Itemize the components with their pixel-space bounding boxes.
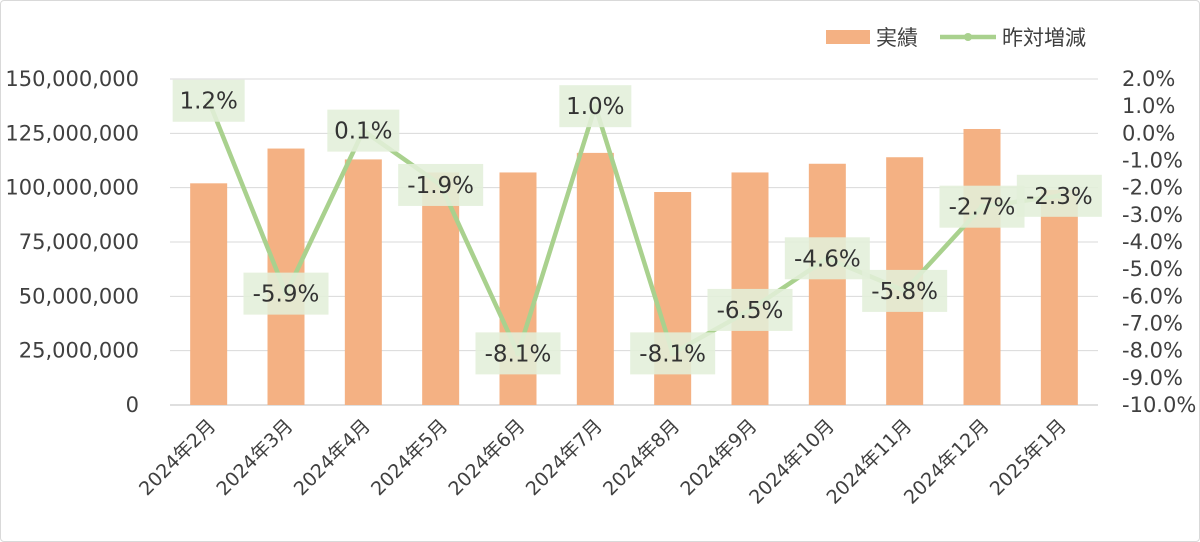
legend-label-bar: 実績 — [876, 26, 918, 50]
y-right-tick-label: 0.0% — [1122, 121, 1175, 145]
y-right-tick-label: -10.0% — [1122, 393, 1196, 417]
data-label: -5.8% — [871, 279, 938, 305]
data-label-box — [630, 332, 716, 375]
y-axis-right: 2.0% 1.0% 0.0% -1.0% -2.0% -3.0% -4.0% -5.0% -6.… — [1122, 67, 1196, 417]
data-label-box — [475, 332, 561, 375]
data-label-box — [707, 288, 793, 331]
y-right-tick-label: -6.0% — [1122, 284, 1183, 308]
data-label: -2.7% — [949, 195, 1016, 221]
data-label-box — [559, 85, 632, 128]
y-right-tick-label: -5.0% — [1122, 257, 1183, 281]
y-right-tick-label: -2.0% — [1122, 176, 1183, 200]
y-left-tick-label: 0 — [126, 393, 139, 417]
data-label: -8.1% — [639, 341, 706, 367]
data-label: -8.1% — [485, 341, 552, 367]
data-label-box — [243, 272, 329, 315]
data-label: -1.9% — [407, 173, 474, 199]
data-label-box — [327, 109, 400, 152]
bar — [422, 172, 460, 405]
legend-swatch-marker — [964, 33, 972, 41]
y-left-tick-label: 150,000,000 — [5, 67, 139, 91]
x-tick-label: 2024年8月 — [599, 415, 684, 500]
bar — [731, 172, 769, 405]
y-left-tick-label: 75,000,000 — [19, 230, 139, 254]
legend: 実績 昨対増減 — [826, 26, 1086, 50]
x-tick-label: 2024年7月 — [522, 415, 607, 500]
data-label-box — [398, 163, 484, 206]
y-left-tick-label: 25,000,000 — [19, 339, 139, 363]
y-right-tick-label: 1.0% — [1122, 94, 1175, 118]
y-right-tick-label: 2.0% — [1122, 67, 1175, 91]
data-label: -5.9% — [253, 282, 320, 308]
legend-swatch-bar — [826, 30, 870, 44]
data-label-box — [862, 269, 948, 312]
data-label: 1.2% — [179, 89, 237, 115]
bar — [1040, 189, 1078, 405]
data-label-box — [784, 237, 870, 280]
data-label: -6.5% — [717, 298, 784, 324]
bar — [808, 163, 846, 405]
data-label-box — [1016, 174, 1102, 217]
data-label-box — [939, 185, 1025, 228]
x-tick-label: 2024年6月 — [444, 415, 529, 500]
bar — [576, 152, 614, 405]
x-tick-label: 2024年3月 — [212, 415, 297, 500]
y-right-tick-label: -4.0% — [1122, 230, 1183, 254]
y-left-tick-label: 100,000,000 — [5, 176, 139, 200]
x-tick-label: 2024年9月 — [676, 415, 761, 500]
x-tick-label: 2024年4月 — [290, 415, 375, 500]
y-right-tick-label: -1.0% — [1122, 149, 1183, 173]
bar — [344, 159, 382, 405]
data-label-box — [172, 79, 245, 122]
x-tick-label: 2025年1月 — [986, 415, 1071, 500]
y-axis-left: 0 25,000,000 50,000,000 75,000,000 100,000,0… — [5, 67, 139, 417]
y-right-tick-label: -8.0% — [1122, 339, 1183, 363]
gridlines — [170, 78, 1098, 406]
y-right-tick-label: -9.0% — [1122, 366, 1183, 390]
y-left-tick-label: 125,000,000 — [5, 121, 139, 145]
data-label: -4.6% — [794, 246, 861, 272]
legend-label-line: 昨対増減 — [1002, 26, 1086, 50]
bar — [963, 128, 1001, 405]
y-right-tick-label: -3.0% — [1122, 203, 1183, 227]
data-label: 1.0% — [566, 94, 624, 120]
y-left-tick-label: 50,000,000 — [19, 284, 139, 308]
data-labels: 1.2% -5.9% 0.1% -1.9% -8.1% 1.0% -8.1% -6.5% -4.… — [172, 79, 1102, 375]
data-label: -2.3% — [1026, 184, 1093, 210]
x-axis: 2024年2月2024年3月2024年4月2024年5月2024年6月2024年… — [135, 415, 1071, 509]
data-label: 0.1% — [334, 119, 392, 145]
x-tick-label: 2024年2月 — [135, 415, 220, 500]
bar — [190, 183, 228, 405]
x-tick-label: 2024年5月 — [367, 415, 452, 500]
y-right-tick-label: -7.0% — [1122, 312, 1183, 336]
